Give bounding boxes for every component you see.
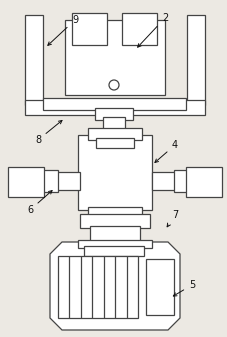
- Bar: [84, 246, 143, 256]
- Bar: [186, 15, 204, 105]
- Bar: [80, 214, 149, 228]
- Bar: [42, 170, 58, 192]
- Bar: [25, 15, 43, 105]
- Bar: [121, 13, 156, 45]
- Bar: [145, 259, 173, 315]
- Text: 5: 5: [173, 280, 194, 296]
- Bar: [90, 226, 139, 242]
- Bar: [151, 172, 176, 190]
- Bar: [96, 138, 133, 148]
- Bar: [78, 135, 151, 210]
- Bar: [78, 240, 151, 248]
- Bar: [58, 256, 137, 318]
- Text: 9: 9: [48, 15, 78, 45]
- Bar: [55, 172, 80, 190]
- Text: 4: 4: [154, 140, 177, 162]
- Bar: [43, 98, 185, 110]
- Bar: [185, 167, 221, 197]
- Bar: [8, 167, 44, 197]
- Polygon shape: [50, 242, 179, 330]
- Bar: [88, 128, 141, 140]
- Bar: [103, 117, 124, 135]
- Circle shape: [109, 80, 118, 90]
- Text: 2: 2: [137, 13, 167, 47]
- Bar: [173, 170, 189, 192]
- Bar: [25, 100, 204, 115]
- Text: 8: 8: [35, 120, 62, 145]
- Bar: [95, 108, 132, 120]
- Text: 7: 7: [166, 210, 177, 227]
- Bar: [88, 207, 141, 215]
- Bar: [72, 13, 106, 45]
- Bar: [65, 20, 164, 95]
- Text: 6: 6: [27, 190, 52, 215]
